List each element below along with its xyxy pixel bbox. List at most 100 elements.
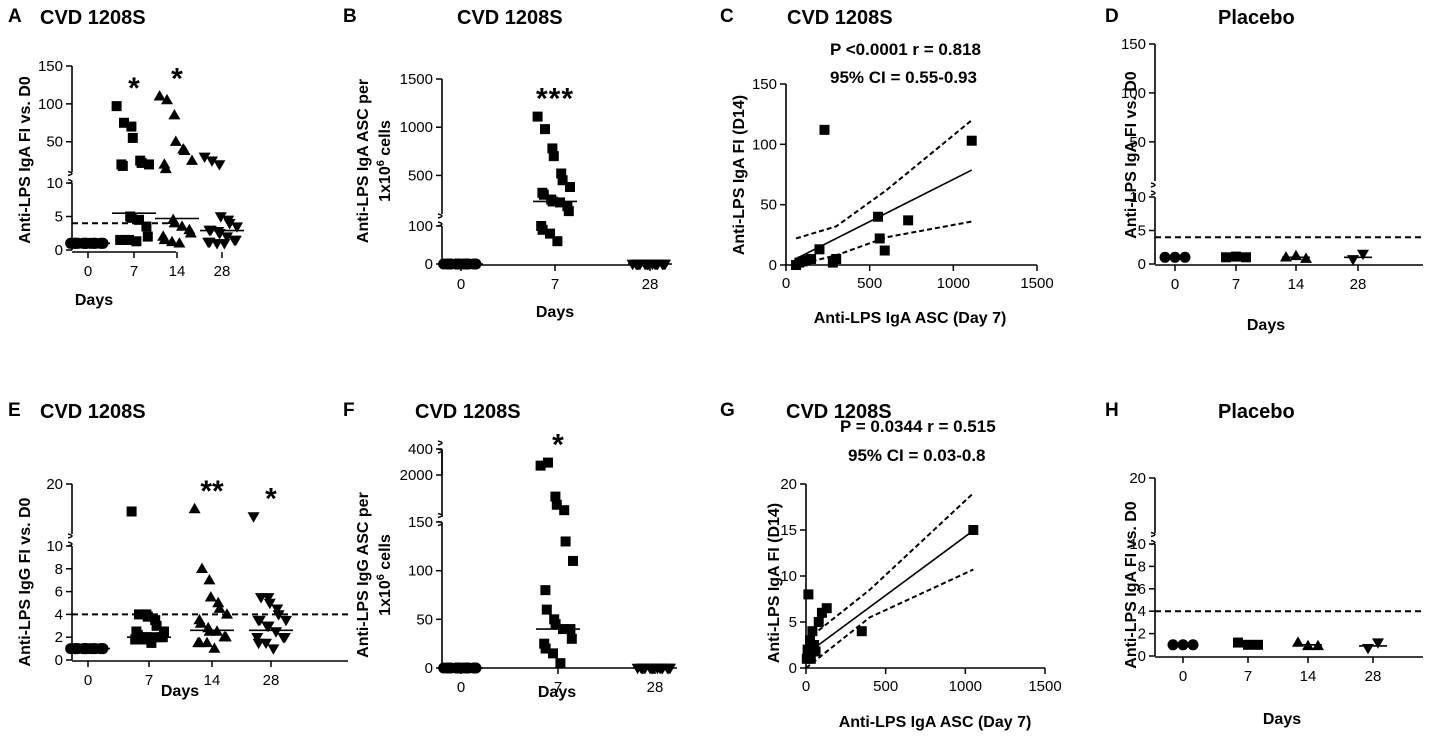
marker-triangle-down (657, 259, 670, 271)
marker-triangle-up (208, 642, 221, 653)
panel-letter: D (1105, 6, 1119, 27)
y-tick-label: 500 (408, 167, 433, 184)
marker-triangle-up (158, 233, 171, 245)
y-tick-label: 0 (1138, 648, 1146, 665)
x-tick-label: 28 (642, 276, 659, 293)
x-tick-label: 500 (873, 678, 898, 695)
x-tick-label: 0 (1179, 668, 1187, 685)
marker-square (144, 159, 154, 170)
y-axis-label: Anti-LPS IgA ASC per (355, 79, 372, 243)
marker-triangle-up (168, 217, 181, 228)
marker-triangle-down (1357, 249, 1369, 261)
marker-triangle-down (218, 239, 231, 250)
marker-triangle-up (196, 562, 208, 573)
y-axis-label-units-base: 1x10 (377, 166, 394, 202)
x-tick-label: 1000 (937, 275, 970, 292)
panel-title: Placebo (1218, 7, 1295, 29)
marker-square (808, 640, 819, 650)
stats-line: 95% CI = 0.03-0.8 (848, 446, 986, 465)
x-tick-label: 28 (1350, 276, 1367, 293)
x-tick-label: 0 (457, 679, 465, 696)
marker-square (136, 157, 147, 168)
marker-triangle-up (168, 109, 181, 120)
marker-square (126, 506, 137, 517)
x-tick-label: 1500 (1028, 678, 1061, 695)
marker-square (556, 168, 567, 179)
marker-triangle-down (251, 633, 264, 644)
marker-triangle-up (178, 144, 191, 155)
panel-title: CVD 1208S (40, 401, 146, 423)
y-tick-label: 150 (752, 76, 777, 93)
y-tick-label: 150 (408, 514, 433, 531)
y-tick-label: 50 (416, 611, 433, 628)
marker-triangle-down (651, 663, 664, 675)
y-tick-label: 5 (1138, 223, 1146, 240)
marker-square (551, 499, 562, 510)
y-tick-label: 20 (1129, 470, 1146, 487)
marker-triangle-down (272, 610, 285, 621)
marker-square (111, 101, 122, 112)
y-tick-label: 10 (46, 538, 63, 555)
marker-square (131, 634, 142, 645)
y-axis-label: Anti-LPS IgG FI vs. D0 (17, 497, 34, 666)
y-tick-label: 0 (425, 256, 433, 273)
marker-square (537, 224, 548, 235)
y-tick-label: 0 (789, 660, 797, 677)
fit-line (795, 169, 973, 260)
marker-triangle-down (231, 222, 243, 233)
marker-triangle-down (278, 633, 291, 644)
y-tick-label: 20 (46, 476, 63, 493)
x-tick-label: 0 (84, 263, 92, 280)
marker-triangle-down (223, 219, 236, 230)
y-tick-label: 10 (46, 175, 63, 192)
marker-square (139, 634, 149, 645)
y-tick-label: 0 (55, 652, 63, 669)
marker-square (566, 633, 577, 644)
marker-triangle-down (260, 638, 272, 650)
marker-square (903, 215, 914, 226)
marker-square (131, 236, 142, 247)
marker-square (547, 143, 558, 154)
x-tick-label: 28 (214, 263, 231, 280)
marker-square (807, 626, 818, 637)
x-axis-label: Anti-LPS IgA ASC (Day 7) (839, 714, 1032, 731)
panel-E: E CVD 1208S 0 2 4 6 8 10 20 0 7 14 28 Days Anti-LPS Ig… (8, 400, 350, 700)
marker-square (141, 221, 152, 232)
x-tick-label: 28 (263, 672, 280, 689)
marker-triangle-up (213, 602, 226, 613)
marker-square (831, 253, 842, 264)
marker-triangle-down (267, 644, 280, 655)
marker-square (565, 182, 575, 192)
marker-triangle-up (169, 135, 182, 146)
y-tick-label: 1500 (400, 71, 433, 88)
marker-square (543, 457, 553, 468)
panel-letter: G (720, 400, 735, 421)
marker-triangle-up (219, 631, 232, 642)
y-tick-label: 100 (38, 96, 63, 113)
y-axis-label-units: 1x106 cells (375, 534, 394, 616)
marker-square (117, 160, 128, 171)
x-axis-label: Days (75, 292, 113, 309)
marker-square (541, 604, 552, 615)
fit-line (806, 529, 974, 655)
marker-square (540, 124, 550, 135)
marker-triangle-up (176, 220, 188, 231)
marker-square (555, 197, 565, 208)
marker-square (813, 617, 824, 627)
marker-square (559, 505, 570, 516)
y-tick-label: 1000 (400, 119, 433, 136)
marker-triangle-up (166, 235, 178, 247)
x-tick-label: 7 (130, 263, 138, 280)
axis-break-mark (1150, 182, 1156, 196)
marker-square (550, 619, 561, 630)
x-tick-label: 7 (1244, 668, 1252, 685)
marker-square (532, 111, 543, 122)
marker-square (116, 234, 127, 245)
marker-triangle-down (253, 615, 266, 627)
y-tick-label: 4 (55, 606, 63, 623)
panel-letter: E (8, 400, 21, 421)
y-axis-label-units: 1x106 cells (375, 120, 394, 202)
x-tick-label: 0 (782, 275, 790, 292)
y-tick-label: 10 (1129, 189, 1146, 206)
panel-title: CVD 1208S (415, 401, 521, 423)
